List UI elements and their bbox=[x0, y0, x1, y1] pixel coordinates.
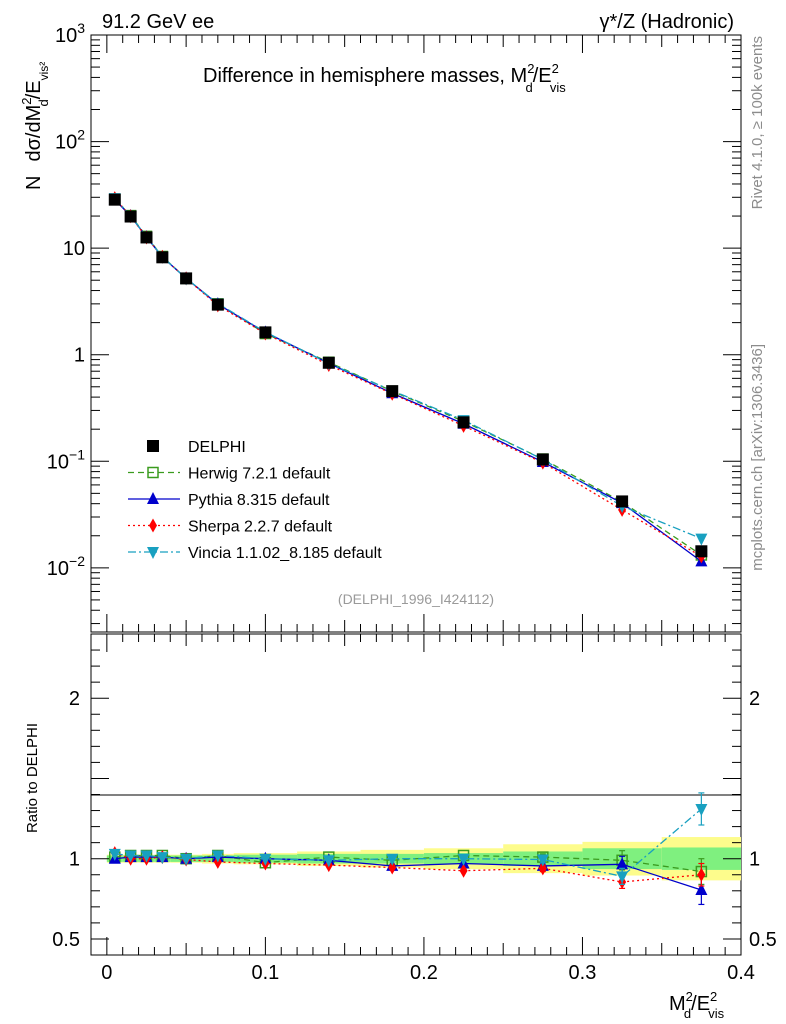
ratio-point-vincia-1-1-02-8-185-default bbox=[457, 853, 470, 866]
y-tick-label: 102 bbox=[55, 127, 85, 154]
legend-label: Sherpa 2.2.7 default bbox=[188, 519, 333, 536]
ratio-point-vincia-1-1-02-8-185-default bbox=[140, 850, 153, 863]
legend-label: Vincia 1.1.02_8.185 default bbox=[188, 545, 382, 562]
ratio-point-vincia-1-1-02-8-185-default bbox=[386, 853, 399, 866]
legend-marker-0 bbox=[147, 440, 159, 452]
mcplots-label: mcplots.cern.ch [arXiv:1306.3436] bbox=[749, 344, 766, 571]
legend-marker-1 bbox=[147, 466, 159, 479]
ratio-tick-label-right: 0.5 bbox=[749, 929, 777, 951]
ratio-point-vincia-1-1-02-8-185-default bbox=[536, 854, 549, 867]
ratio-point-sherpa-2-2-7-default bbox=[388, 860, 397, 875]
y-axis-title: Ndσ/dM2 d/Evis² bbox=[19, 62, 51, 190]
data-point-delphi bbox=[457, 416, 470, 429]
ratio-point-vincia-1-1-02-8-185-default bbox=[211, 850, 224, 863]
data-point-delphi bbox=[124, 210, 137, 223]
data-point-delphi bbox=[140, 231, 153, 244]
process-label: γ*/Z (Hadronic) bbox=[600, 11, 734, 33]
ratio-point-vincia-1-1-02-8-185-default bbox=[616, 871, 629, 884]
analysis-id: (DELPHI_1996_I424112) bbox=[338, 591, 494, 607]
x-tick-label: 0.1 bbox=[251, 962, 279, 984]
ratio-point-pythia-8-315-default bbox=[695, 882, 708, 895]
ratio-point-vincia-1-1-02-8-185-default bbox=[695, 803, 708, 816]
y-tick-label: 10 bbox=[63, 238, 85, 260]
ratio-plot-series bbox=[108, 792, 708, 906]
data-point-delphi bbox=[259, 326, 272, 339]
legend: DELPHI Herwig 7.2.1 default Pythia 8.315 d… bbox=[128, 439, 382, 562]
main-plot-frame bbox=[90, 34, 742, 633]
legend-marker-2 bbox=[147, 492, 159, 504]
series-line-vincia-1-1-02-8-185-default bbox=[114, 197, 702, 540]
y-tick-label: 103 bbox=[55, 20, 85, 47]
legend-label: Herwig 7.2.1 default bbox=[188, 466, 331, 483]
x-tick-label: 0.3 bbox=[569, 962, 597, 984]
legend-label: DELPHI bbox=[188, 439, 246, 456]
data-point-delphi bbox=[386, 385, 399, 398]
data-point-vincia-1-1-02-8-185-default bbox=[695, 533, 708, 546]
ratio-y-axis: 2 2 1 1 0.5 0.5 bbox=[52, 649, 777, 951]
ratio-y-axis-title: Ratio to DELPHI bbox=[24, 723, 41, 833]
legend-marker-4 bbox=[147, 547, 159, 559]
data-point-delphi bbox=[156, 251, 169, 264]
x-axis-title: M2 d/E2 vis bbox=[669, 989, 725, 1021]
plot-title: Difference in hemisphere masses, M2 d/E2 v… bbox=[203, 61, 566, 95]
ratio-point-sherpa-2-2-7-default bbox=[538, 861, 547, 876]
y-tick-label: 10−2 bbox=[47, 553, 85, 580]
ratio-tick-label-left: 2 bbox=[69, 688, 80, 710]
ratio-point-vincia-1-1-02-8-185-default bbox=[108, 848, 121, 861]
ratio-tick-label-left: 0.5 bbox=[52, 929, 80, 951]
x-tick-label: 0.2 bbox=[410, 962, 438, 984]
data-point-delphi bbox=[211, 298, 224, 311]
data-point-delphi bbox=[180, 272, 193, 285]
energy-label: 91.2 GeV ee bbox=[102, 11, 214, 33]
y-tick-label: 10−1 bbox=[47, 446, 85, 473]
ratio-tick-label-right: 2 bbox=[749, 688, 760, 710]
ratio-point-vincia-1-1-02-8-185-default bbox=[322, 855, 335, 868]
ratio-point-sherpa-2-2-7-default bbox=[697, 867, 706, 882]
data-point-delphi bbox=[108, 193, 121, 206]
ratio-point-vincia-1-1-02-8-185-default bbox=[156, 852, 169, 865]
ratio-point-vincia-1-1-02-8-185-default bbox=[180, 853, 193, 866]
ratio-point-pythia-8-315-default bbox=[616, 857, 629, 870]
main-plot-series bbox=[108, 191, 708, 567]
y-tick-label: 1 bbox=[74, 345, 85, 367]
data-point-delphi bbox=[536, 453, 549, 466]
rivet-version-label: Rivet 4.1.0, ≥ 100k events bbox=[749, 36, 766, 209]
ratio-point-sherpa-2-2-7-default bbox=[459, 863, 468, 878]
legend-label: Pythia 8.315 default bbox=[188, 492, 330, 509]
data-point-delphi bbox=[695, 545, 708, 558]
x-axis: 0 0.1 0.2 0.3 0.4 bbox=[101, 35, 755, 984]
x-tick-label: 0 bbox=[101, 962, 112, 984]
data-point-delphi bbox=[616, 495, 629, 508]
ratio-tick-label-right: 1 bbox=[749, 849, 760, 871]
ratio-tick-label-left: 1 bbox=[69, 849, 80, 871]
legend-marker-3 bbox=[149, 518, 157, 533]
ratio-point-vincia-1-1-02-8-185-default bbox=[259, 853, 272, 866]
x-tick-label: 0.4 bbox=[727, 962, 755, 984]
data-point-delphi bbox=[322, 356, 335, 369]
ratio-point-vincia-1-1-02-8-185-default bbox=[124, 850, 137, 863]
